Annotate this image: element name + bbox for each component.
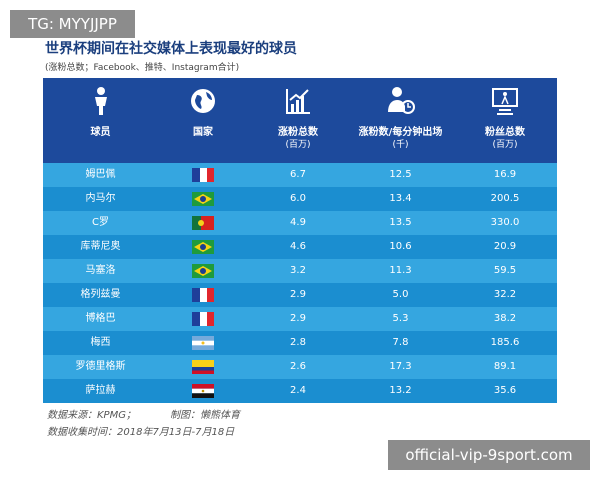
flag-icon <box>192 216 214 230</box>
table-cell: 17.3 <box>389 361 412 372</box>
column-label: 粉丝总数 <box>485 127 525 138</box>
table-cell: 2.6 <box>290 361 306 372</box>
column-unit: (百万) <box>285 140 311 150</box>
column-label: 球员 <box>90 127 111 138</box>
column-label: 涨粉总数 <box>278 127 318 138</box>
column-unit: (百万) <box>492 140 518 150</box>
table-cell: 6.7 <box>290 169 306 180</box>
flag-icon <box>192 288 214 302</box>
table-cell: 马塞洛 <box>85 265 116 276</box>
flag-icon <box>192 240 214 254</box>
flag-icon <box>192 264 214 278</box>
column-header: 粉丝总数 (百万) <box>453 78 557 163</box>
table-cell: 38.2 <box>493 313 517 324</box>
table-cell: 博格巴 <box>85 313 116 324</box>
table-cell: 2.4 <box>290 385 306 396</box>
table-cell: 3.2 <box>290 265 306 276</box>
flag-icon <box>192 168 214 182</box>
table-cell: 32.2 <box>493 289 517 300</box>
column-icon <box>191 89 215 113</box>
table-row: 博格巴 2.9 5.3 38.2 <box>43 307 557 331</box>
column-label: 国家 <box>193 127 213 138</box>
table-cell: 20.9 <box>493 241 517 252</box>
table-cell: 2.9 <box>290 289 306 300</box>
table-row: 姆巴佩 6.7 12.5 16.9 <box>43 163 557 187</box>
table-cell: 7.8 <box>392 337 409 348</box>
table-row: 罗德里格斯 2.6 17.3 89.1 <box>43 355 557 379</box>
table-cell: 2.8 <box>290 337 306 348</box>
table-row: 萨拉赫 2.4 13.2 35.6 <box>43 379 557 403</box>
table-cell: 10.6 <box>389 241 412 252</box>
table-header: 球员 国家 涨粉总数 (百万) 涨粉数/每分钟出场 (千) 粉丝总数 (百万) <box>43 78 557 163</box>
table-cell: 330.0 <box>490 217 520 228</box>
table-cell: 罗德里格斯 <box>75 361 126 372</box>
table-cell: 姆巴佩 <box>85 169 116 180</box>
table-cell: 梅西 <box>90 337 111 348</box>
table-cell: 13.2 <box>389 385 412 396</box>
column-icon <box>94 87 107 115</box>
table-row: C罗 4.9 13.5 330.0 <box>43 211 557 235</box>
table-cell: 13.4 <box>389 193 412 204</box>
flag-icon <box>192 360 214 374</box>
table-cell: 12.5 <box>389 169 412 180</box>
column-header: 球员 <box>43 78 158 163</box>
table-cell: 13.5 <box>389 217 412 228</box>
column-header: 涨粉数/每分钟出场 (千) <box>348 78 453 163</box>
table-cell: 6.0 <box>290 193 306 204</box>
column-icon <box>286 89 310 114</box>
period: 数据收集时间：2018年7月13日-7月18日 <box>47 427 235 438</box>
watermark: TG: MYYJJPP <box>10 10 135 38</box>
credit: 制图：懒熊体育 <box>170 410 240 421</box>
watermark: official-vip-9sport.com <box>388 440 590 470</box>
flag-icon <box>192 312 214 326</box>
table-row: 库蒂尼奥 4.6 10.6 20.9 <box>43 235 557 259</box>
column-unit: (千) <box>392 140 409 150</box>
table-row: 内马尔 6.0 13.4 200.5 <box>43 187 557 211</box>
flag-icon <box>192 192 214 206</box>
table-cell: 4.6 <box>290 241 306 252</box>
table-cell: 35.6 <box>493 385 517 396</box>
table-cell: 16.9 <box>493 169 517 180</box>
table-body: 姆巴佩 6.7 12.5 16.9 内马尔 6.0 13.4 200.5 C罗 4.9 13.5 33… <box>43 163 557 403</box>
table-cell: C罗 <box>92 217 109 228</box>
table-cell: 格列兹曼 <box>80 289 121 300</box>
table-cell: 2.9 <box>290 313 306 324</box>
table-cell: 185.6 <box>490 337 520 348</box>
table-cell: 200.5 <box>490 193 520 204</box>
table-cell: 59.5 <box>493 265 517 276</box>
table-cell: 5.0 <box>392 289 409 300</box>
column-header: 国家 <box>158 78 248 163</box>
table-row: 梅西 2.8 7.8 185.6 <box>43 331 557 355</box>
table-cell: 库蒂尼奥 <box>80 241 121 252</box>
source: 数据来源：KPMG； <box>47 410 136 421</box>
flag-icon <box>192 384 214 398</box>
column-header: 涨粉总数 (百万) <box>248 78 348 163</box>
title: 世界杯期间在社交媒体上表现最好的球员 <box>45 41 297 57</box>
table-row: 马塞洛 3.2 11.3 59.5 <box>43 259 557 283</box>
table-cell: 11.3 <box>389 265 412 276</box>
table-cell: 4.9 <box>290 217 306 228</box>
table-cell: 89.1 <box>493 361 517 372</box>
column-icon <box>492 88 518 115</box>
column-icon <box>387 87 415 114</box>
column-label: 涨粉数/每分钟出场 <box>358 127 443 138</box>
table-cell: 内马尔 <box>85 193 116 204</box>
flag-icon <box>192 336 214 350</box>
subtitle: (涨粉总数；Facebook、推特、Instagram合计) <box>45 63 240 73</box>
table-cell: 5.3 <box>392 313 409 324</box>
table-cell: 萨拉赫 <box>85 385 116 396</box>
table-row: 格列兹曼 2.9 5.0 32.2 <box>43 283 557 307</box>
